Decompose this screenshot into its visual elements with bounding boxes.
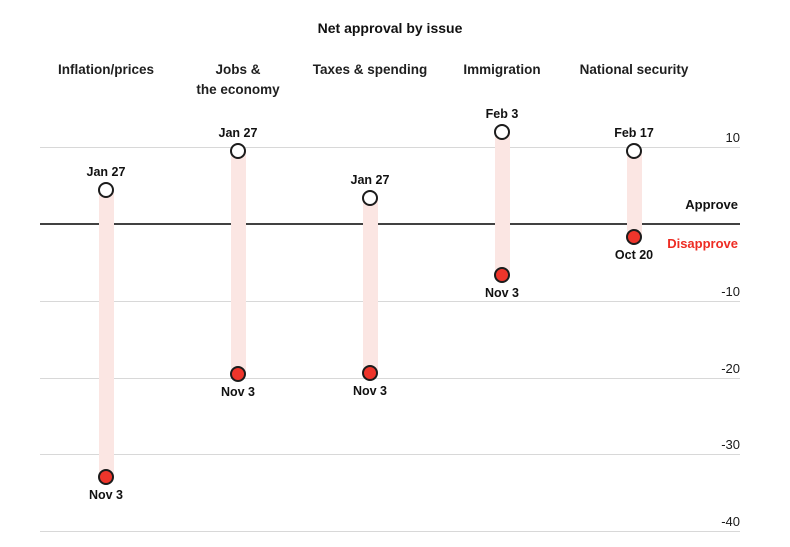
end-date-label: Nov 3 [220,384,256,399]
end-dot-red [98,469,114,486]
start-date-label: Jan 27 [218,126,258,141]
start-dot-open [626,143,642,160]
gridline--10 [40,300,740,302]
column-header: Taxes & spending [312,62,428,77]
disapprove-label: Disapprove [667,236,738,251]
gridline--20 [40,377,740,379]
start-date-label: Feb 3 [485,106,519,121]
range-bar [494,131,510,276]
range-bar [362,197,378,373]
column-header: Jobs & the economy [196,62,280,97]
gridline--40 [40,531,740,533]
y-tick-label: -30 [721,437,740,453]
range-bar [98,190,114,478]
range-bar [626,151,642,238]
end-date-label: Nov 3 [352,383,388,398]
gridline-10 [40,147,740,149]
zero-baseline [40,223,740,225]
end-dot-red [230,365,246,382]
column-header: National security [579,62,689,77]
start-date-label: Jan 27 [86,165,126,180]
end-dot-red [626,229,642,246]
y-tick-label: 10 [725,130,740,146]
column-header: Immigration [463,62,541,77]
y-tick-label: -20 [721,360,740,376]
gridline--30 [40,454,740,456]
end-date-label: Oct 20 [614,248,654,263]
end-date-label: Nov 3 [88,488,124,503]
start-dot-open [98,182,114,199]
end-dot-red [362,364,378,381]
chart-title: Net approval by issue [317,20,463,36]
start-dot-open [362,189,378,206]
range-bar [230,151,246,374]
start-date-label: Jan 27 [350,172,390,187]
approve-label: Approve [685,197,738,212]
column-header: Inflation/prices [57,62,155,77]
y-tick-label: -40 [721,514,740,530]
start-date-label: Feb 17 [614,126,654,141]
start-dot-open [230,143,246,160]
end-date-label: Nov 3 [484,286,520,301]
y-tick-label: -10 [721,283,740,299]
start-dot-open [494,123,510,140]
end-dot-red [494,267,510,284]
